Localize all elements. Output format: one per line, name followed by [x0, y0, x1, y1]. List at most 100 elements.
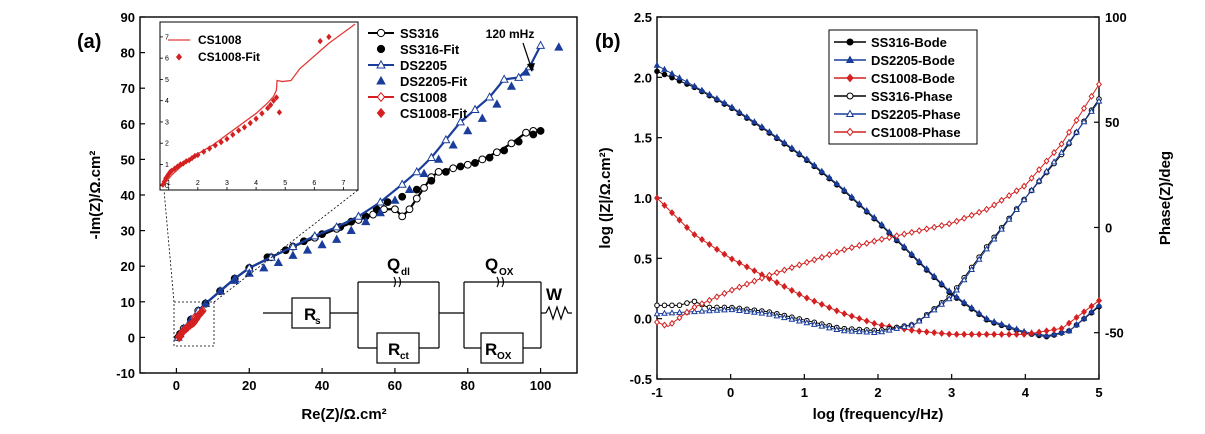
data-point: [448, 140, 458, 149]
data-point: [529, 130, 538, 139]
data-point: [419, 168, 429, 178]
data-point: [420, 183, 428, 192]
panel-a-label: (a): [77, 31, 101, 53]
panel-b-xtick-label: 0: [727, 385, 734, 400]
data-point: [811, 256, 818, 264]
panel-a-annotation: 120 mHz: [486, 27, 535, 41]
data-point: [1066, 319, 1072, 327]
data-point: [310, 230, 320, 240]
data-point: [833, 179, 841, 187]
data-point: [721, 289, 728, 297]
data-point: [1028, 174, 1035, 182]
data-point: [485, 153, 494, 162]
data-point: [661, 309, 668, 316]
data-point: [743, 307, 751, 314]
data-point: [998, 196, 1005, 204]
legend-label: DS2205: [400, 58, 447, 73]
inset-fit-point: [206, 145, 213, 152]
panel-a-ylabel: -Im(Z)/Ω.cm²: [87, 151, 104, 240]
series-line: [656, 84, 1100, 327]
data-point: [442, 167, 450, 176]
data-point: [684, 223, 690, 231]
data-point: [713, 94, 721, 102]
data-point: [863, 328, 871, 335]
data-point: [288, 250, 298, 259]
data-point: [1028, 329, 1035, 337]
inset-fit-point: [276, 109, 283, 116]
data-point: [810, 320, 818, 327]
circuit-w-label: W: [546, 285, 563, 304]
panel-a-ytick-label: 70: [121, 81, 135, 96]
data-point: [441, 134, 451, 144]
data-point: [848, 312, 855, 320]
circuit-qdl-label: Q: [387, 255, 400, 274]
data-point: [728, 286, 735, 294]
data-point: [773, 269, 780, 277]
panel-b-ytick-label: 0.5: [634, 251, 652, 266]
data-point: [1096, 80, 1102, 88]
data-point: [938, 221, 945, 230]
data-point: [743, 113, 751, 120]
data-point: [900, 243, 908, 250]
data-point: [968, 304, 976, 311]
data-point: [773, 133, 781, 140]
series-line: [656, 197, 1100, 335]
inset-ytick-label: 6: [165, 56, 169, 63]
data-point: [788, 286, 795, 294]
panel-b-xtick-label: 2: [874, 385, 881, 400]
circuit-rs-sub: s: [315, 316, 321, 327]
data-point: [434, 167, 443, 176]
data-point: [976, 330, 983, 338]
data-point: [818, 253, 825, 261]
panel-a: (a) Re(Z)/Ω.cm² -Im(Z)/Ω.cm² 0 20 40 60 80 10…: [77, 10, 578, 423]
data-point: [478, 155, 487, 164]
inset-fit-point: [253, 115, 259, 122]
data-point: [244, 268, 254, 277]
data-point: [1006, 330, 1013, 338]
legend-marker: [376, 59, 386, 69]
data-point: [990, 318, 998, 325]
data-point: [953, 217, 960, 225]
data-point: [463, 160, 472, 169]
data-point: [728, 103, 736, 110]
inset-xtick-label: 6: [312, 180, 316, 187]
data-point: [668, 309, 676, 316]
data-point: [848, 244, 855, 252]
data-point: [1080, 118, 1088, 125]
legend-marker: [846, 73, 854, 83]
panel-b-ytick-right-label: 100: [1105, 10, 1127, 25]
data-point: [535, 40, 546, 49]
data-point: [514, 72, 524, 81]
data-point: [259, 263, 269, 272]
data-point: [1081, 104, 1087, 112]
data-point: [1058, 328, 1065, 335]
data-point: [1043, 157, 1050, 165]
data-point: [991, 201, 998, 209]
data-point: [653, 310, 661, 317]
legend-label: CS1008-Fit: [400, 106, 468, 121]
data-point: [654, 68, 660, 75]
inset-fit-point: [247, 119, 253, 127]
data-point: [803, 258, 810, 266]
data-point: [870, 213, 878, 220]
data-point: [803, 294, 810, 302]
data-point: [990, 235, 998, 242]
data-point: [654, 302, 660, 309]
inset-fit-point: [265, 104, 271, 112]
data-point: [669, 74, 675, 81]
warburg-element: [545, 305, 572, 321]
panel-a-ytick-label: -10: [116, 366, 135, 381]
legend-label: CS1008-Bode: [871, 71, 955, 86]
series-ds2205-bode: [653, 61, 1103, 338]
inset-xtick-label: 4: [254, 180, 258, 187]
data-point: [788, 315, 796, 322]
series-cs1008-phase: [654, 80, 1102, 329]
inset-fit-point: [168, 167, 175, 175]
inset-fit-point: [212, 142, 218, 149]
data-point: [916, 227, 923, 235]
data-point: [840, 186, 848, 193]
panel-b-label: (b): [595, 31, 621, 53]
data-point: [398, 212, 407, 221]
inset-fit-point: [189, 154, 195, 162]
inset-frame: [159, 21, 359, 191]
